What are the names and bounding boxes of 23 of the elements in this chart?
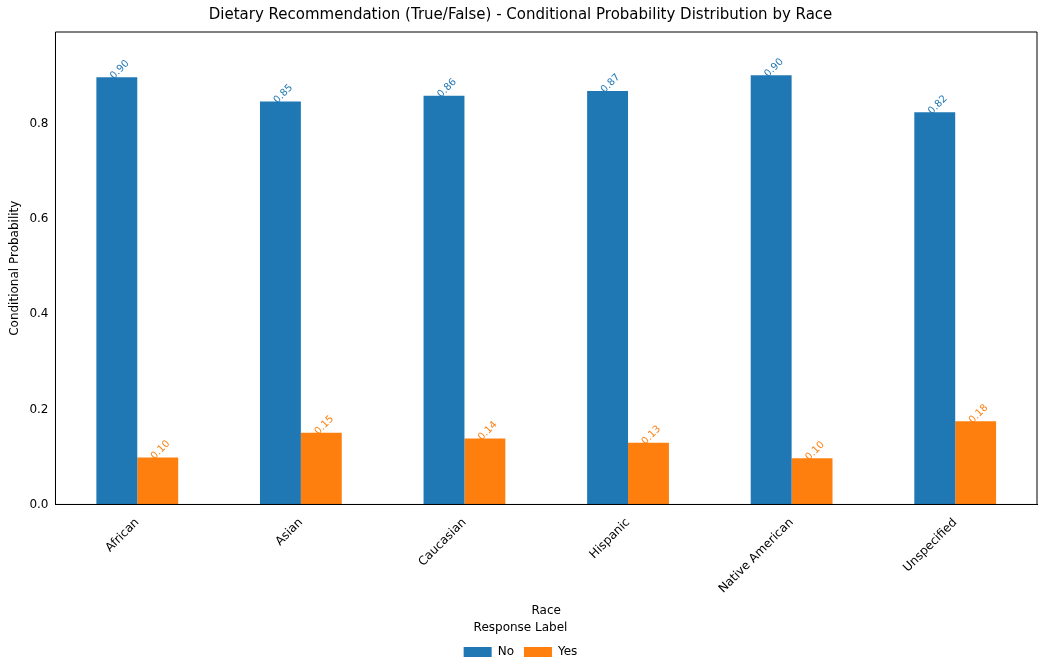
bar	[96, 77, 138, 505]
legend-label: Yes	[556, 644, 578, 659]
y-axis-title: Conditional Probability	[7, 200, 22, 336]
bar	[464, 438, 506, 505]
bar	[628, 442, 669, 505]
bar	[914, 112, 956, 505]
y-tick-label: 0.0	[29, 496, 49, 511]
bar	[423, 95, 465, 505]
bar	[791, 458, 833, 505]
legend-label: No	[497, 644, 514, 659]
bar	[955, 421, 997, 505]
bar	[259, 101, 301, 505]
y-tick-label: 0.2	[29, 401, 49, 416]
bar	[587, 90, 629, 505]
y-tick-label: 0.4	[29, 306, 49, 321]
legend-title: Response Label	[473, 619, 568, 634]
bar	[300, 432, 342, 505]
y-tick-label: 0.6	[29, 211, 49, 226]
bar	[750, 75, 792, 505]
chart-title: Dietary Recommendation (True/False) - Conditional Probability Distribution by Race	[208, 4, 833, 23]
x-axis-title: Race	[531, 602, 561, 617]
y-tick-label: 0.8	[29, 116, 49, 131]
bar	[137, 457, 179, 505]
